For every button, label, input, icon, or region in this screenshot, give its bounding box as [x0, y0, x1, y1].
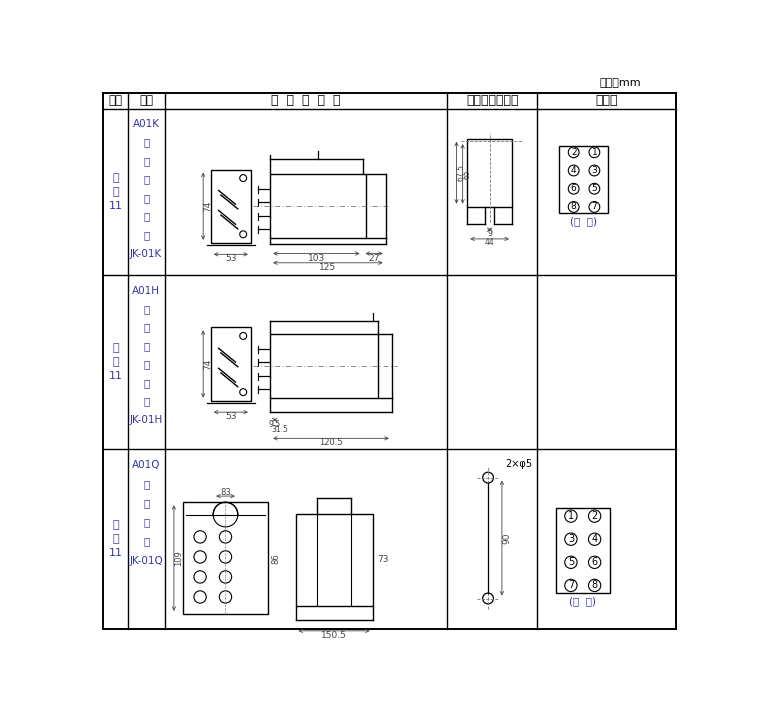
Text: 外  形  尺  寸  图: 外 形 尺 寸 图 — [271, 94, 340, 107]
Text: 83: 83 — [220, 488, 231, 497]
Text: JK-01K: JK-01K — [130, 248, 163, 258]
Text: 9: 9 — [487, 229, 492, 238]
Text: 接: 接 — [143, 378, 149, 388]
Text: 2: 2 — [591, 511, 598, 521]
Text: 86: 86 — [271, 553, 280, 564]
Text: 图: 图 — [112, 357, 119, 367]
Bar — [559, 146, 608, 213]
Bar — [270, 174, 366, 238]
Text: 1: 1 — [568, 511, 574, 521]
Text: 9.5: 9.5 — [269, 420, 281, 429]
Text: 3: 3 — [591, 166, 597, 175]
Text: 3: 3 — [568, 534, 574, 544]
Text: 44: 44 — [485, 238, 495, 247]
Bar — [296, 514, 372, 606]
Text: 结构: 结构 — [139, 94, 154, 107]
Bar — [211, 328, 251, 401]
Text: 150.5: 150.5 — [321, 631, 347, 640]
Text: 4: 4 — [571, 166, 577, 175]
Text: 1: 1 — [591, 148, 597, 157]
Text: JK-01Q: JK-01Q — [129, 555, 163, 565]
Text: A01Q: A01Q — [132, 460, 160, 470]
Text: 5: 5 — [591, 184, 597, 193]
Text: A01H: A01H — [132, 286, 160, 296]
Text: 板: 板 — [143, 479, 149, 489]
Text: (背  视): (背 视) — [570, 216, 597, 226]
Text: 109: 109 — [174, 550, 183, 566]
Text: 端子图: 端子图 — [595, 94, 618, 107]
Text: 8: 8 — [571, 203, 577, 211]
Text: JK-01H: JK-01H — [129, 415, 163, 425]
Text: (前  视): (前 视) — [569, 597, 597, 607]
Bar — [467, 139, 512, 206]
Text: 前: 前 — [143, 498, 149, 508]
Text: 后: 后 — [143, 359, 149, 369]
Text: 103: 103 — [308, 253, 325, 263]
Text: 嵌: 嵌 — [143, 138, 149, 148]
Text: 入: 入 — [143, 156, 149, 166]
Text: 图: 图 — [112, 187, 119, 197]
Text: 后: 后 — [143, 193, 149, 203]
Text: 6: 6 — [571, 184, 577, 193]
Text: 90: 90 — [503, 533, 511, 544]
Text: 125: 125 — [319, 263, 337, 272]
Text: 线: 线 — [143, 536, 149, 546]
Text: 74: 74 — [203, 201, 212, 212]
Text: 7: 7 — [591, 203, 597, 211]
Bar — [556, 508, 610, 593]
Text: 附: 附 — [112, 343, 119, 353]
Text: 线: 线 — [143, 230, 149, 240]
Bar — [183, 502, 268, 614]
Text: 凸: 凸 — [143, 304, 149, 314]
Text: 120.5: 120.5 — [319, 438, 343, 448]
Text: 安装开孔尺寸图: 安装开孔尺寸图 — [466, 94, 518, 107]
Text: 接: 接 — [143, 517, 149, 527]
Bar — [270, 334, 378, 398]
Text: 2×φ5: 2×φ5 — [505, 459, 532, 469]
Text: 11: 11 — [109, 371, 122, 381]
Text: 2: 2 — [571, 148, 577, 157]
Text: 式: 式 — [143, 175, 149, 185]
Text: 11: 11 — [109, 548, 122, 558]
Bar — [211, 170, 251, 243]
Text: 4: 4 — [591, 534, 597, 544]
Text: 65: 65 — [462, 169, 471, 178]
Text: 图号: 图号 — [109, 94, 122, 107]
Text: 8: 8 — [591, 580, 597, 590]
Text: 53: 53 — [225, 412, 236, 421]
Text: 53: 53 — [225, 254, 236, 263]
Text: 接: 接 — [143, 211, 149, 221]
Text: 图: 图 — [112, 534, 119, 544]
Text: 11: 11 — [109, 201, 122, 211]
Text: 31.5: 31.5 — [271, 425, 288, 433]
Text: 板: 板 — [143, 341, 149, 351]
Text: 附: 附 — [112, 521, 119, 531]
Text: 73: 73 — [378, 555, 389, 565]
Text: 6: 6 — [591, 558, 597, 568]
Text: 67.5: 67.5 — [457, 164, 466, 181]
Text: 7: 7 — [568, 580, 574, 590]
Text: 出: 出 — [143, 323, 149, 333]
Text: 74: 74 — [203, 358, 212, 370]
Text: 单位：mm: 单位：mm — [600, 78, 641, 88]
Text: 附: 附 — [112, 173, 119, 183]
Text: 27: 27 — [369, 253, 380, 263]
Text: 5: 5 — [568, 558, 574, 568]
Text: A01K: A01K — [133, 119, 160, 129]
Text: 线: 线 — [143, 396, 149, 406]
